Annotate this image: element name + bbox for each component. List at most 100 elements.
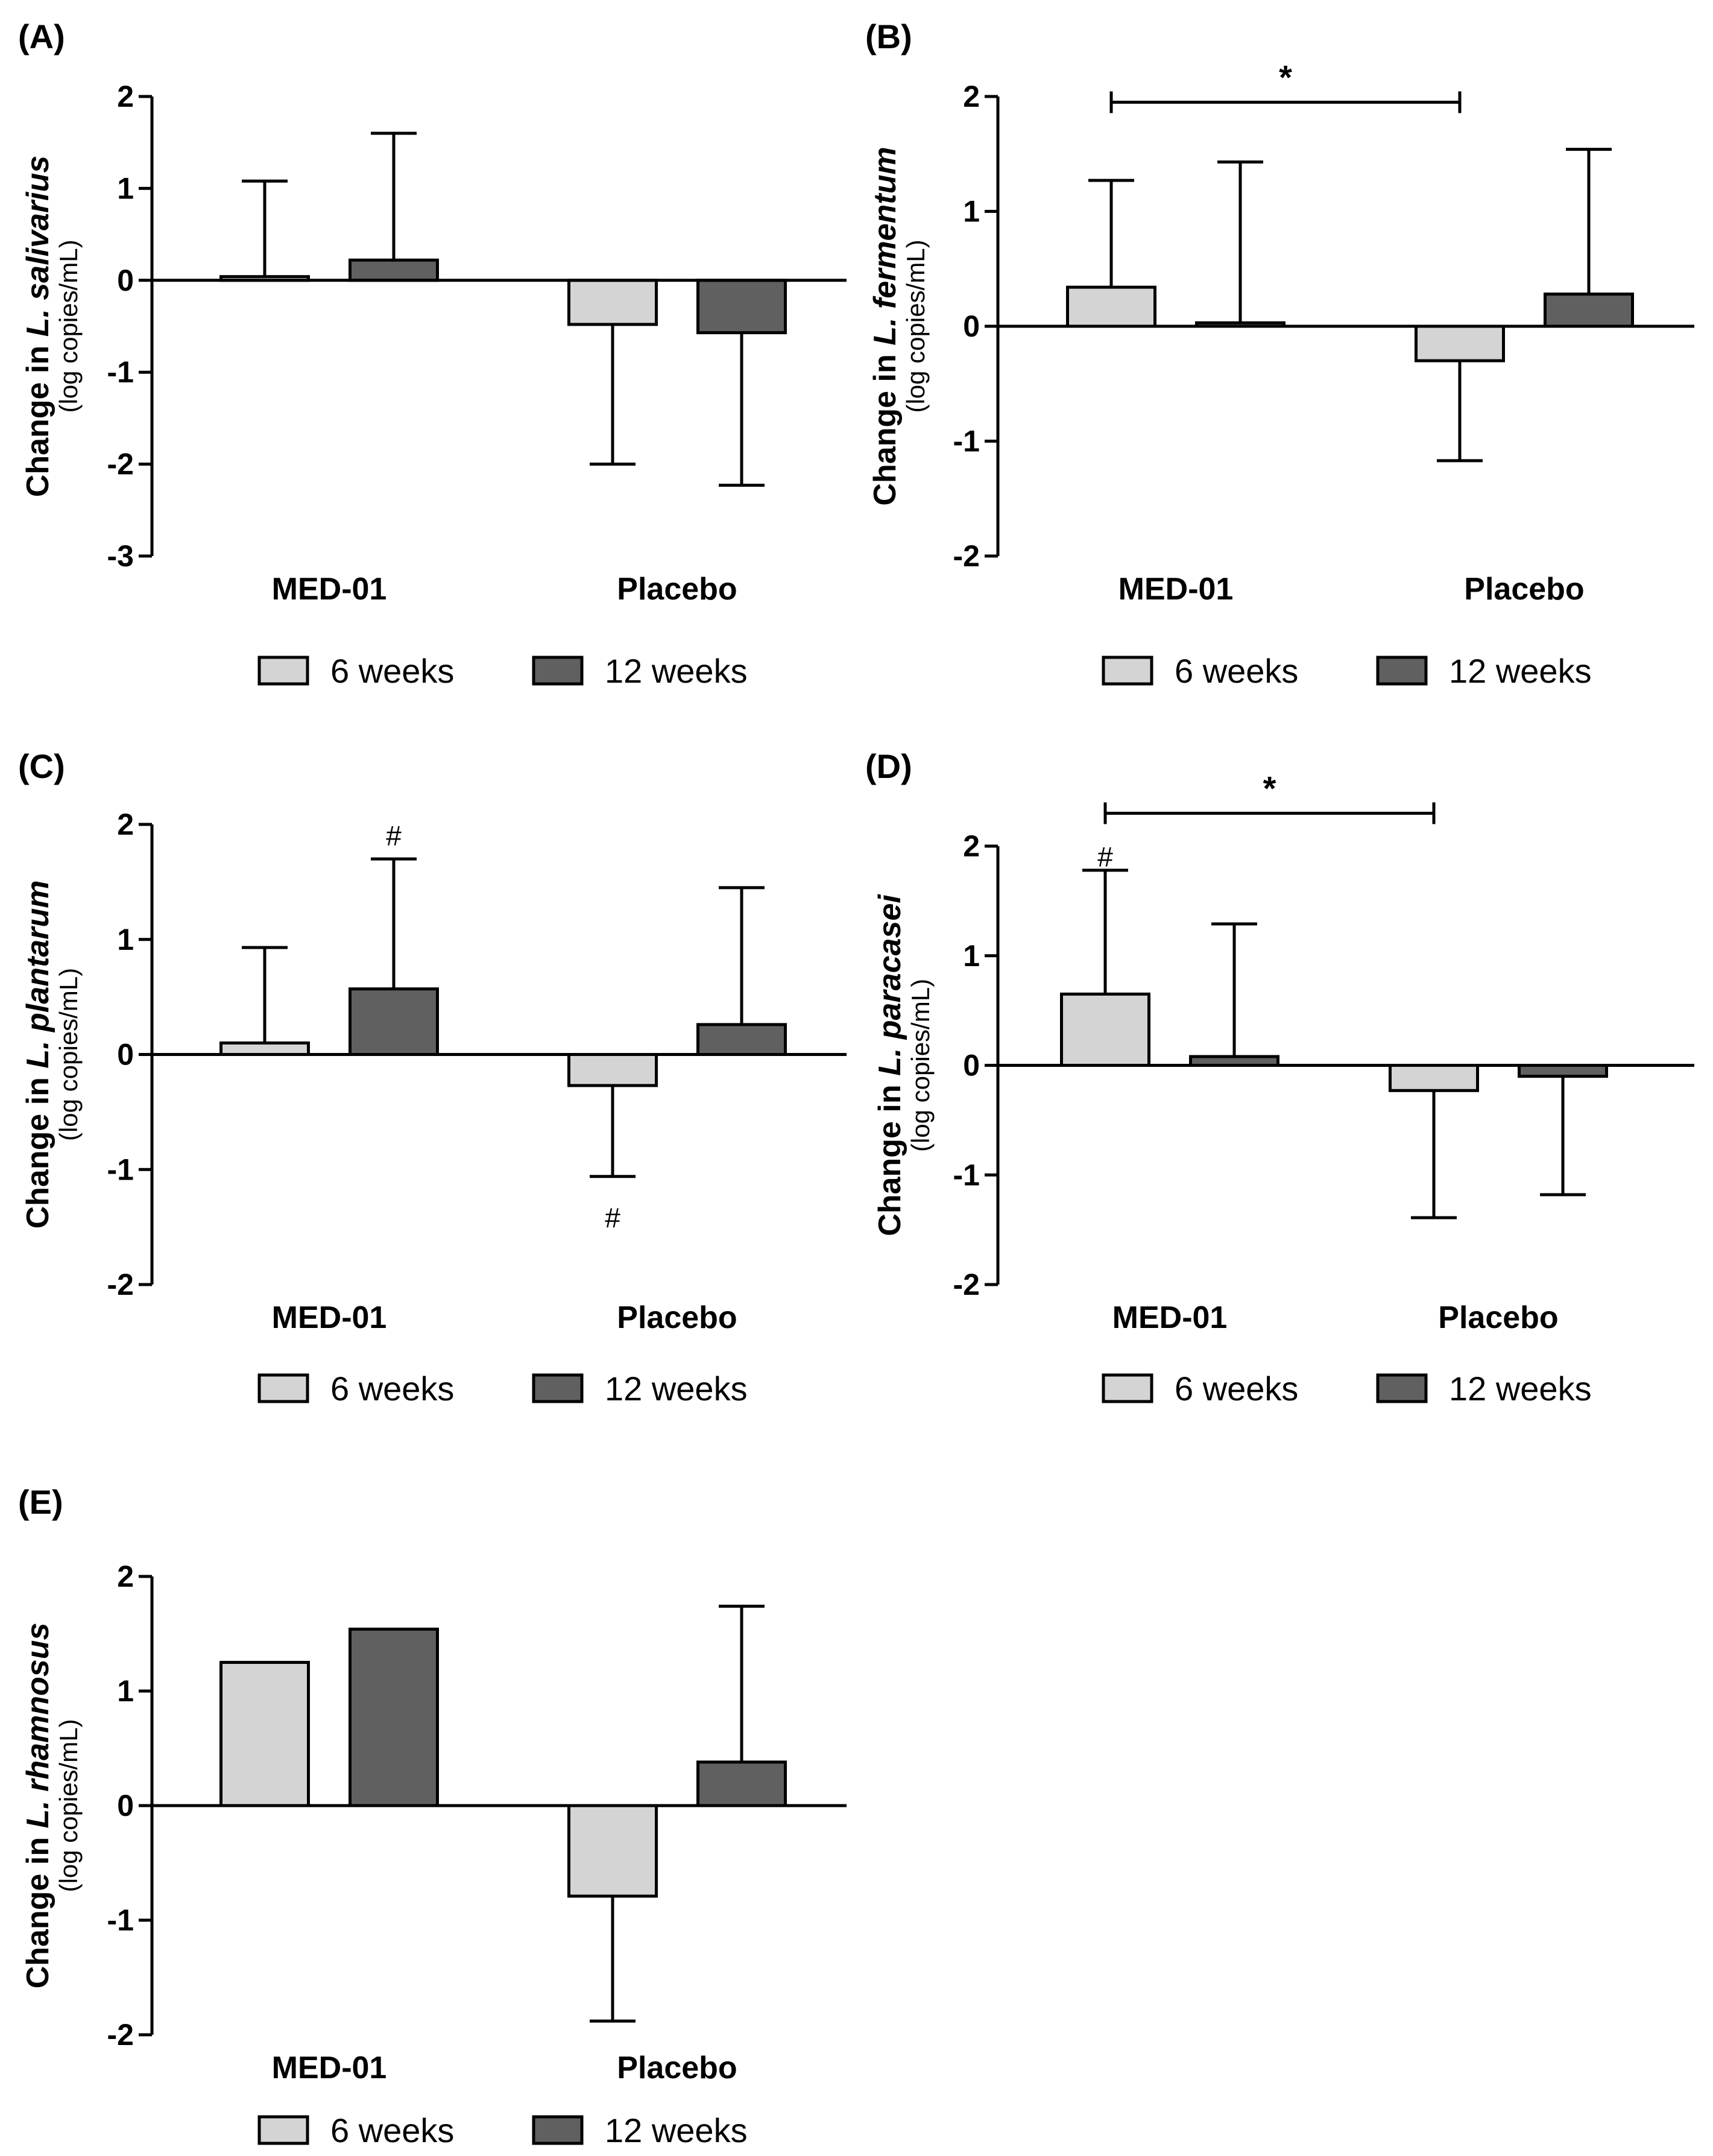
bar-med-01-6-weeks — [219, 1661, 310, 1807]
chart-panel-e: (E) -2 -1 0 1 2 Change in L. rhamnosus(log cop… — [18, 1483, 847, 2149]
x-category-label: Placebo — [617, 2050, 737, 2085]
y-axis-title-prefix: Change in — [872, 1076, 907, 1236]
x-category-label: MED-01 — [1118, 572, 1234, 607]
legend-label: 12 weeks — [1449, 1370, 1592, 1408]
bar-med-01-6-weeks — [1066, 285, 1156, 328]
chart-panel-a: (A) -3 -2 -1 0 1 2 Change in L. salivarius(log … — [18, 17, 847, 690]
y-tick-label: 2 — [963, 80, 980, 113]
bar-placebo-6-weeks — [567, 1804, 658, 1898]
panel-label: (B) — [865, 17, 912, 55]
significance-hash: # — [1097, 841, 1113, 873]
y-axis-title-species: L. fermentum — [868, 147, 903, 345]
legend-swatch — [1102, 656, 1153, 686]
legend-label: 12 weeks — [605, 652, 748, 690]
legend-label: 12 weeks — [1449, 652, 1592, 690]
y-tick-label: -3 — [107, 539, 134, 573]
x-category-label: Placebo — [617, 572, 737, 607]
y-tick-label: -2 — [107, 447, 134, 481]
y-axis-title-species: L. paracasei — [872, 894, 907, 1076]
y-tick-label: 2 — [117, 80, 134, 113]
y-tick-label: 1 — [963, 939, 980, 973]
y-tick-label: 2 — [117, 808, 134, 841]
panel-label: (A) — [18, 17, 65, 55]
y-axis-title: Change in L. fermentum — [868, 147, 903, 505]
y-axis-title-prefix: Change in — [21, 1069, 55, 1229]
x-category-label: Placebo — [1464, 572, 1584, 607]
x-category-label: MED-01 — [1112, 1300, 1228, 1335]
y-tick-label: -2 — [107, 1268, 134, 1301]
y-tick-label: -2 — [107, 2018, 134, 2052]
bar-placebo-12-weeks — [1544, 292, 1634, 328]
y-axis-title-species: L. salivarius — [21, 156, 55, 337]
legend-swatch — [1376, 656, 1428, 686]
y-tick-label: -1 — [107, 1152, 134, 1186]
chart-panel-b: (B) -2 -1 0 1 2 Change in L. fermentum(log cop… — [865, 17, 1694, 690]
y-tick-label: 2 — [963, 829, 980, 863]
bar-placebo-6-weeks — [1389, 1064, 1479, 1092]
legend-swatch — [257, 1373, 309, 1403]
bar-med-01-12-weeks — [349, 987, 439, 1056]
y-axis-title: Change in L. plantarum — [21, 880, 55, 1229]
x-category-label: MED-01 — [272, 1300, 387, 1335]
y-tick-label: -1 — [107, 355, 134, 389]
x-category-label: Placebo — [617, 1300, 737, 1335]
y-tick-label: 0 — [117, 264, 134, 297]
y-tick-label: -1 — [953, 1158, 980, 1192]
y-tick-label: 1 — [117, 923, 134, 956]
legend-swatch — [532, 1373, 584, 1403]
chart-panel-d: (D) -2 -1 0 1 2 Change in L. paracasei(log cop… — [865, 747, 1694, 1408]
legend-label: 6 weeks — [330, 2111, 454, 2149]
legend-label: 6 weeks — [330, 652, 454, 690]
bar-placebo-6-weeks — [1415, 324, 1505, 362]
legend-swatch — [532, 656, 584, 686]
bar-placebo-6-weeks — [567, 1053, 658, 1087]
bar-placebo-12-weeks — [696, 1760, 787, 1807]
y-axis-unit: (log copies/mL) — [906, 979, 935, 1152]
y-axis-title: Change in L. paracasei — [872, 894, 907, 1236]
panel-label: (C) — [18, 747, 65, 785]
legend-swatch — [1102, 1373, 1153, 1403]
legend-label: 6 weeks — [1175, 652, 1298, 690]
y-axis-title: Change in L. salivarius — [21, 156, 55, 497]
panel-label: (E) — [18, 1483, 63, 1521]
panel-label: (D) — [865, 747, 912, 785]
x-category-label: Placebo — [1438, 1300, 1558, 1335]
bar-placebo-12-weeks — [1518, 1064, 1608, 1078]
legend-label: 12 weeks — [605, 2111, 748, 2149]
y-axis-title-prefix: Change in — [21, 1829, 55, 1989]
y-tick-label: 1 — [117, 1674, 134, 1708]
chart-panel-c: (C) -2 -1 0 1 2 Change in L. plantarum(log cop… — [18, 747, 847, 1408]
bar-placebo-6-weeks — [567, 279, 658, 326]
bar-med-01-12-weeks — [349, 1627, 439, 1807]
y-tick-label: -2 — [953, 539, 980, 573]
x-category-label: MED-01 — [272, 2050, 387, 2085]
bar-placebo-12-weeks — [696, 279, 787, 335]
y-tick-label: -2 — [953, 1268, 980, 1301]
y-axis-title: Change in L. rhamnosus — [21, 1623, 55, 1989]
y-tick-label: 0 — [963, 309, 980, 343]
y-tick-label: 0 — [963, 1049, 980, 1083]
bar-med-01-12-weeks — [349, 258, 439, 282]
y-axis-unit: (log copies/mL) — [54, 239, 83, 413]
significance-star: * — [1279, 58, 1292, 96]
y-tick-label: 0 — [117, 1038, 134, 1072]
y-axis-unit: (log copies/mL) — [54, 968, 83, 1141]
legend-label: 6 weeks — [1175, 1370, 1298, 1408]
y-axis-title-species: L. rhamnosus — [21, 1623, 55, 1829]
bar-med-01-6-weeks — [219, 1041, 310, 1057]
y-tick-label: -1 — [953, 425, 980, 458]
legend-label: 12 weeks — [605, 1370, 748, 1408]
bar-placebo-12-weeks — [696, 1023, 787, 1057]
y-tick-label: 1 — [117, 171, 134, 205]
legend-swatch — [257, 656, 309, 686]
y-axis-title-prefix: Change in — [868, 346, 903, 506]
y-tick-label: 2 — [117, 1560, 134, 1593]
y-tick-label: -1 — [107, 1903, 134, 1937]
legend-swatch — [532, 2115, 584, 2145]
y-axis-title-species: L. plantarum — [21, 880, 55, 1069]
significance-hash: # — [605, 1202, 620, 1233]
x-category-label: MED-01 — [272, 572, 387, 607]
y-tick-label: 0 — [117, 1789, 134, 1822]
bar-med-01-6-weeks — [1060, 992, 1150, 1067]
